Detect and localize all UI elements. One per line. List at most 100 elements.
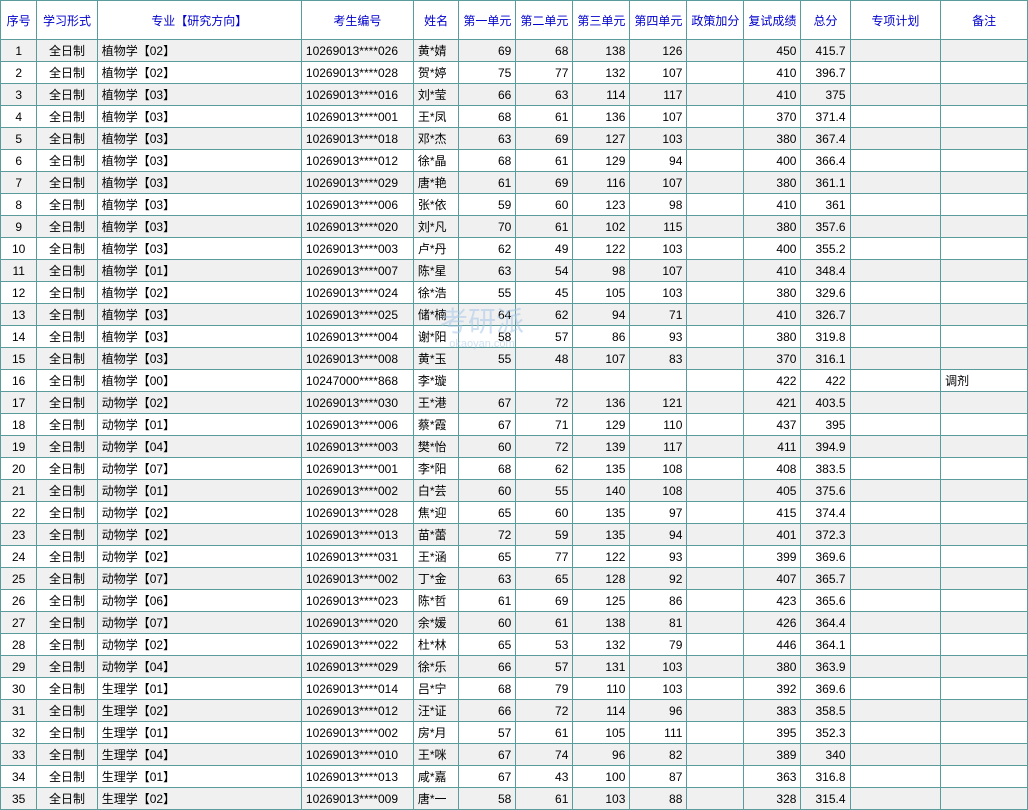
cell-u1: 68 — [459, 150, 516, 172]
cell-u2: 69 — [516, 172, 573, 194]
cell-id: 10269013****025 — [301, 304, 413, 326]
cell-u2: 77 — [516, 546, 573, 568]
cell-total: 348.4 — [801, 260, 850, 282]
cell-u1: 58 — [459, 326, 516, 348]
cell-u3: 100 — [573, 766, 630, 788]
cell-bonus — [687, 62, 744, 84]
cell-re: 450 — [744, 40, 801, 62]
cell-u1: 68 — [459, 458, 516, 480]
table-row: 1全日制植物学【02】10269013****026黄*婧69681381264… — [1, 40, 1028, 62]
cell-u3: 98 — [573, 260, 630, 282]
cell-total: 367.4 — [801, 128, 850, 150]
cell-bonus — [687, 128, 744, 150]
cell-note — [941, 480, 1028, 502]
cell-bonus — [687, 700, 744, 722]
cell-id: 10269013****001 — [301, 458, 413, 480]
cell-name: 王*咪 — [413, 744, 459, 766]
cell-plan — [850, 370, 941, 392]
cell-plan — [850, 282, 941, 304]
cell-note — [941, 128, 1028, 150]
cell-u4: 93 — [630, 546, 687, 568]
cell-u1: 68 — [459, 106, 516, 128]
cell-mode: 全日制 — [37, 524, 97, 546]
cell-seq: 18 — [1, 414, 37, 436]
cell-bonus — [687, 502, 744, 524]
cell-id: 10269013****023 — [301, 590, 413, 612]
cell-major: 植物学【03】 — [97, 304, 301, 326]
cell-u4: 108 — [630, 480, 687, 502]
cell-mode: 全日制 — [37, 62, 97, 84]
cell-re: 407 — [744, 568, 801, 590]
cell-bonus — [687, 216, 744, 238]
cell-u3: 131 — [573, 656, 630, 678]
cell-id: 10269013****002 — [301, 722, 413, 744]
table-row: 30全日制生理学【01】10269013****014吕*宁6879110103… — [1, 678, 1028, 700]
cell-mode: 全日制 — [37, 612, 97, 634]
cell-id: 10269013****014 — [301, 678, 413, 700]
cell-u3: 140 — [573, 480, 630, 502]
cell-u3: 123 — [573, 194, 630, 216]
cell-major: 植物学【03】 — [97, 238, 301, 260]
cell-name: 咸*嘉 — [413, 766, 459, 788]
cell-name: 徐*乐 — [413, 656, 459, 678]
cell-u2 — [516, 370, 573, 392]
cell-u1: 62 — [459, 238, 516, 260]
cell-u4: 92 — [630, 568, 687, 590]
cell-total: 361.1 — [801, 172, 850, 194]
cell-u2: 45 — [516, 282, 573, 304]
table-row: 26全日制动物学【06】10269013****023陈*哲6169125864… — [1, 590, 1028, 612]
cell-bonus — [687, 282, 744, 304]
cell-total: 369.6 — [801, 678, 850, 700]
cell-bonus — [687, 480, 744, 502]
cell-note — [941, 238, 1028, 260]
cell-u2: 55 — [516, 480, 573, 502]
cell-mode: 全日制 — [37, 106, 97, 128]
table-row: 33全日制生理学【04】10269013****010王*咪6774968238… — [1, 744, 1028, 766]
cell-total: 372.3 — [801, 524, 850, 546]
cell-re: 401 — [744, 524, 801, 546]
header-plan: 专项计划 — [850, 1, 941, 40]
cell-u3: 138 — [573, 40, 630, 62]
cell-note — [941, 744, 1028, 766]
cell-mode: 全日制 — [37, 370, 97, 392]
cell-plan — [850, 502, 941, 524]
cell-re: 328 — [744, 788, 801, 810]
cell-total: 340 — [801, 744, 850, 766]
cell-u1: 75 — [459, 62, 516, 84]
table-row: 27全日制动物学【07】10269013****020余*媛6061138814… — [1, 612, 1028, 634]
cell-note — [941, 722, 1028, 744]
cell-u4: 121 — [630, 392, 687, 414]
cell-u1: 65 — [459, 502, 516, 524]
cell-u2: 61 — [516, 788, 573, 810]
cell-total: 374.4 — [801, 502, 850, 524]
table-row: 14全日制植物学【03】10269013****004谢*阳5857869338… — [1, 326, 1028, 348]
cell-plan — [850, 436, 941, 458]
cell-name: 吕*宁 — [413, 678, 459, 700]
cell-u4: 98 — [630, 194, 687, 216]
cell-u3: 105 — [573, 722, 630, 744]
cell-re: 363 — [744, 766, 801, 788]
cell-note — [941, 260, 1028, 282]
cell-seq: 29 — [1, 656, 37, 678]
cell-id: 10269013****006 — [301, 414, 413, 436]
cell-mode: 全日制 — [37, 656, 97, 678]
cell-mode: 全日制 — [37, 194, 97, 216]
cell-u1: 63 — [459, 568, 516, 590]
table-body: 1全日制植物学【02】10269013****026黄*婧69681381264… — [1, 40, 1028, 810]
cell-bonus — [687, 348, 744, 370]
cell-u4: 103 — [630, 238, 687, 260]
cell-name: 邓*杰 — [413, 128, 459, 150]
cell-major: 动物学【01】 — [97, 414, 301, 436]
cell-u2: 60 — [516, 194, 573, 216]
cell-name: 卢*丹 — [413, 238, 459, 260]
table-row: 9全日制植物学【03】10269013****020刘*凡70611021153… — [1, 216, 1028, 238]
cell-seq: 21 — [1, 480, 37, 502]
cell-name: 樊*怡 — [413, 436, 459, 458]
cell-re: 410 — [744, 84, 801, 106]
cell-plan — [850, 326, 941, 348]
cell-bonus — [687, 370, 744, 392]
cell-u4: 94 — [630, 524, 687, 546]
cell-plan — [850, 62, 941, 84]
cell-id: 10269013****001 — [301, 106, 413, 128]
cell-u2: 79 — [516, 678, 573, 700]
